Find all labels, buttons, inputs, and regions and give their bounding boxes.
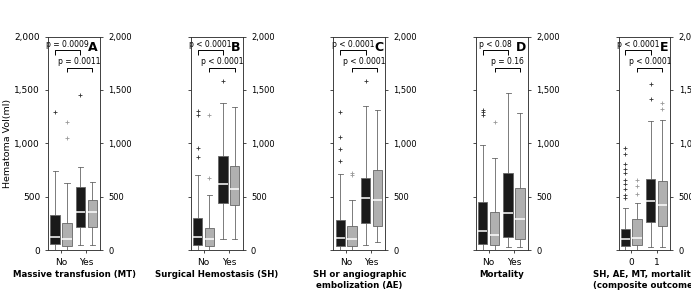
Bar (348, 225, 357, 246)
Bar (478, 202, 487, 244)
Text: p < 0.08: p < 0.08 (479, 40, 512, 49)
Text: p < 0.0001: p < 0.0001 (332, 40, 374, 49)
Bar (504, 173, 513, 237)
Bar (372, 170, 382, 225)
Bar (88, 200, 97, 227)
Text: D: D (515, 41, 526, 54)
Text: p < 0.0001: p < 0.0001 (189, 40, 231, 49)
Bar (632, 219, 642, 245)
Bar (230, 166, 240, 205)
Bar (193, 218, 202, 245)
X-axis label: Mortality: Mortality (480, 270, 524, 279)
X-axis label: SH or angiographic
embolization (AE): SH or angiographic embolization (AE) (312, 270, 406, 290)
X-axis label: Massive transfusion (MT): Massive transfusion (MT) (12, 270, 135, 279)
Text: C: C (374, 41, 383, 54)
Text: E: E (660, 41, 668, 54)
Text: p = 0.0009: p = 0.0009 (46, 40, 89, 49)
Bar (490, 212, 499, 245)
Y-axis label: Hematoma Vol(ml): Hematoma Vol(ml) (3, 99, 12, 188)
Text: p < 0.0001: p < 0.0001 (629, 57, 671, 66)
Bar (621, 229, 630, 246)
Bar (50, 215, 60, 244)
Text: B: B (231, 41, 240, 54)
Text: p < 0.0001: p < 0.0001 (343, 57, 386, 66)
Text: A: A (88, 41, 98, 54)
Bar (218, 156, 227, 203)
Bar (76, 187, 85, 227)
X-axis label: SH, AE, MT, mortality
(composite outcome): SH, AE, MT, mortality (composite outcome… (592, 270, 691, 290)
Bar (336, 220, 345, 246)
Text: p = 0.0011: p = 0.0011 (58, 57, 101, 66)
Bar (205, 228, 214, 246)
Bar (646, 179, 655, 222)
Bar (515, 188, 524, 239)
Bar (658, 181, 667, 225)
Text: p < 0.0001: p < 0.0001 (201, 57, 243, 66)
Text: p = 0.16: p = 0.16 (491, 57, 524, 66)
X-axis label: Surgical Hemostasis (SH): Surgical Hemostasis (SH) (155, 270, 278, 279)
Text: p < 0.0001: p < 0.0001 (616, 40, 659, 49)
Bar (361, 178, 370, 223)
Bar (62, 223, 72, 246)
